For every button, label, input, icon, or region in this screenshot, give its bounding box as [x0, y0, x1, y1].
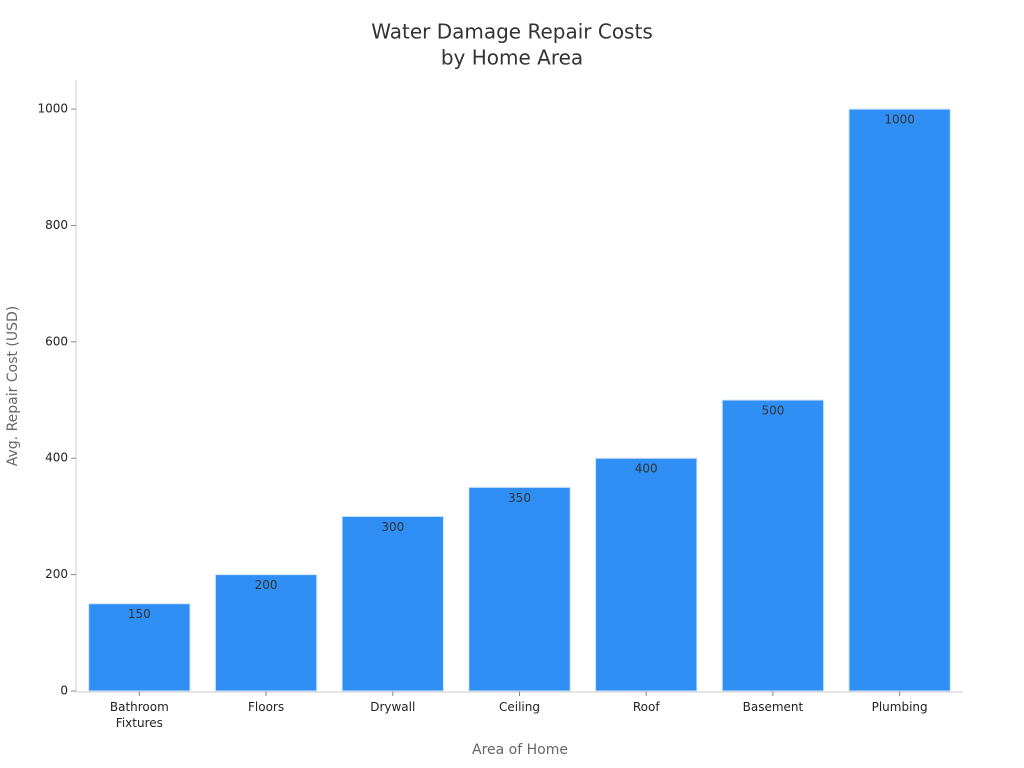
x-tick-label: Ceiling [499, 700, 540, 714]
bar [468, 486, 571, 692]
x-tick-label: Plumbing [871, 700, 928, 714]
value-label: 200 [255, 578, 278, 592]
x-tick-label: Bathroom Fixtures [109, 700, 169, 730]
bar [721, 399, 825, 692]
y-tick-label: 0 [60, 684, 68, 698]
x-tick-label: Roof [632, 700, 660, 714]
x-axis-label: Area of Home [472, 742, 568, 758]
value-label: 350 [508, 491, 531, 505]
bar [341, 515, 444, 692]
x-tick-label: Floors [248, 700, 285, 714]
value-label: 300 [381, 520, 404, 534]
chart-title: Water Damage Repair Costs [371, 20, 653, 44]
bar [214, 574, 318, 692]
value-label: 500 [761, 404, 784, 418]
bar [595, 457, 698, 692]
y-tick-label: 400 [45, 451, 68, 465]
value-label: 1000 [884, 113, 915, 127]
bar [848, 108, 951, 692]
x-tick-label: Drywall [370, 700, 416, 714]
x-tick-label: Basement [742, 700, 804, 714]
chart-title: by Home Area [441, 46, 583, 70]
y-tick-label: 800 [45, 218, 68, 232]
value-label: 150 [128, 607, 151, 621]
y-tick-label: 1000 [37, 102, 68, 116]
y-tick-label: 200 [45, 567, 68, 581]
value-label: 400 [635, 462, 658, 476]
bar [88, 603, 191, 692]
y-tick-label: 600 [45, 334, 68, 348]
y-axis-label: Avg. Repair Cost (USD) [5, 306, 21, 467]
